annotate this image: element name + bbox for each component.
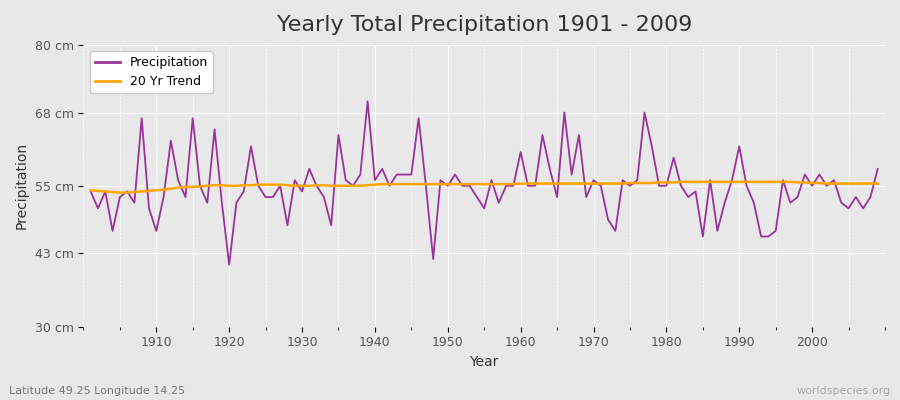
Line: Precipitation: Precipitation bbox=[91, 101, 878, 265]
Precipitation bbox=[311, 184, 322, 188]
20 Yr Trend bbox=[86, 188, 96, 193]
20 Yr Trend bbox=[676, 180, 687, 184]
Precipitation bbox=[144, 206, 155, 211]
Precipitation bbox=[86, 189, 96, 194]
Precipitation bbox=[872, 166, 883, 171]
20 Yr Trend bbox=[523, 181, 534, 186]
20 Yr Trend bbox=[872, 181, 883, 186]
20 Yr Trend bbox=[151, 188, 162, 193]
Precipitation bbox=[523, 184, 534, 188]
Line: 20 Yr Trend: 20 Yr Trend bbox=[91, 182, 878, 192]
20 Yr Trend bbox=[610, 181, 621, 186]
Precipitation bbox=[362, 99, 373, 104]
Title: Yearly Total Precipitation 1901 - 2009: Yearly Total Precipitation 1901 - 2009 bbox=[276, 15, 692, 35]
Y-axis label: Precipitation: Precipitation bbox=[15, 142, 29, 229]
Precipitation bbox=[617, 178, 628, 182]
Precipitation bbox=[224, 262, 235, 267]
20 Yr Trend bbox=[311, 183, 322, 188]
20 Yr Trend bbox=[114, 190, 125, 195]
Legend: Precipitation, 20 Yr Trend: Precipitation, 20 Yr Trend bbox=[90, 51, 213, 93]
20 Yr Trend bbox=[355, 184, 365, 188]
Text: Latitude 49.25 Longitude 14.25: Latitude 49.25 Longitude 14.25 bbox=[9, 386, 185, 396]
20 Yr Trend bbox=[515, 181, 526, 186]
X-axis label: Year: Year bbox=[470, 355, 499, 369]
Precipitation bbox=[355, 172, 365, 177]
Text: worldspecies.org: worldspecies.org bbox=[796, 386, 891, 396]
Precipitation bbox=[530, 184, 541, 188]
